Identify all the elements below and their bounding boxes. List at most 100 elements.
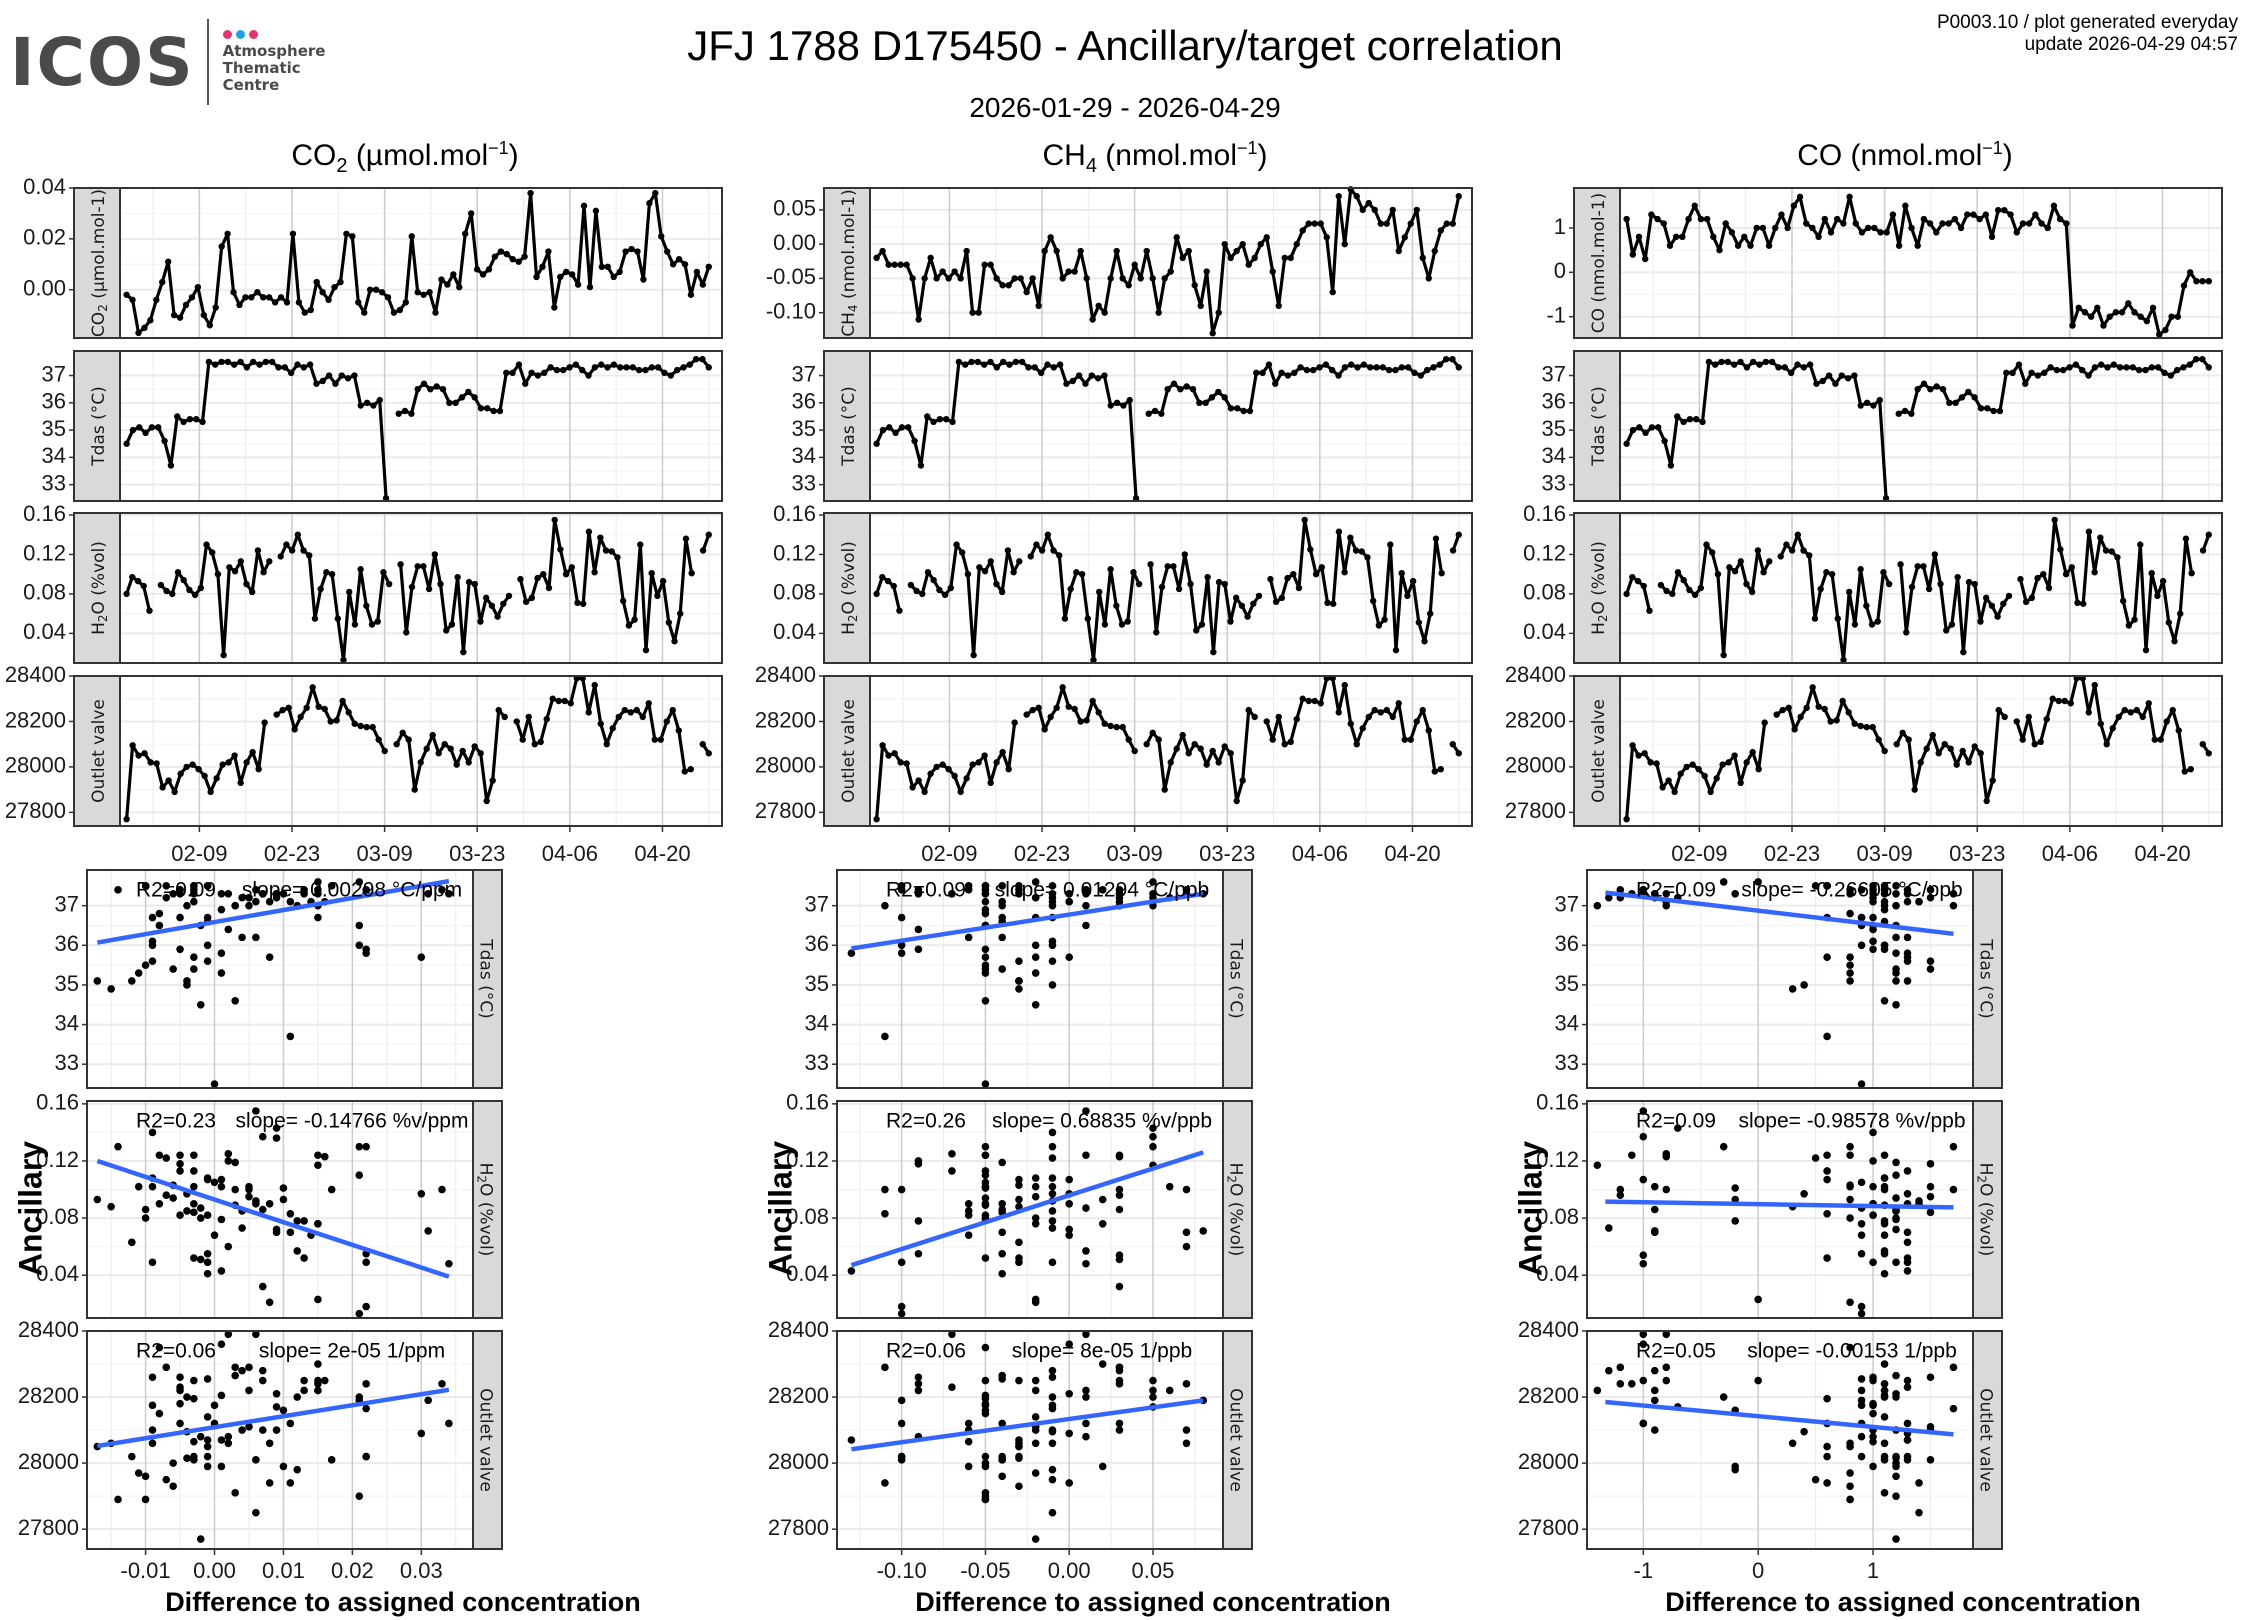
series-line <box>1149 552 1261 654</box>
series-line <box>1268 518 1444 652</box>
scatter-point <box>1115 886 1124 894</box>
facet-strip <box>1222 1100 1253 1319</box>
slope-annotation: slope= 0.00298 °C/ppm <box>242 879 462 902</box>
x-tick-label: -0.01 <box>121 1558 171 1583</box>
scatter-point <box>964 882 973 890</box>
scatter-point <box>148 1439 157 1448</box>
scatter-point <box>1065 953 1074 961</box>
panel-border <box>119 187 723 339</box>
scatter-point <box>155 1343 164 1352</box>
scatter-point <box>1880 1231 1889 1239</box>
scatter-point <box>897 886 906 894</box>
panel-border <box>1619 512 2223 664</box>
x-tick-label: 02-23 <box>1014 841 1070 866</box>
scatter-point <box>1031 893 1040 902</box>
x-tick-label: 0.00 <box>193 1558 236 1583</box>
scatter-point <box>148 913 157 922</box>
scatter-point <box>176 1211 184 1220</box>
scatter-point <box>1869 1211 1877 1220</box>
scatter-point <box>210 1401 219 1410</box>
scatter-point <box>998 1375 1006 1383</box>
scatter-point <box>217 1267 226 1275</box>
scatter-point <box>293 1217 302 1225</box>
scatter-point <box>224 925 233 934</box>
strip-label: Outlet valve <box>839 699 859 803</box>
scatter-point <box>93 1195 102 1204</box>
scatter-point <box>1031 1000 1040 1009</box>
panel-border <box>86 1330 474 1550</box>
scatter-point <box>1031 1376 1040 1385</box>
y-tick-label: 0.08 <box>1536 1204 1579 1229</box>
scatter-point <box>1903 1254 1912 1262</box>
scatter-point <box>258 889 267 898</box>
series-line <box>2201 743 2211 755</box>
scatter-point <box>258 1376 267 1385</box>
x-tick-label: 0.00 <box>1048 1558 1091 1583</box>
scatter-point <box>1662 1376 1671 1385</box>
x-tick-label: 0.03 <box>400 1558 443 1583</box>
scatter-point <box>998 933 1006 942</box>
scatter-point <box>148 1182 157 1191</box>
scatter-point <box>1892 889 1900 898</box>
scatter-point <box>1949 1142 1958 1151</box>
r2-annotation: R2=0.09 <box>886 879 966 902</box>
scatter-point <box>1082 1107 1090 1115</box>
scatter-point <box>190 1208 198 1217</box>
scatter-point <box>286 897 295 906</box>
scatter-point <box>162 1475 171 1484</box>
x-tick-label: 02-23 <box>1764 841 1820 866</box>
scatter-point <box>998 1472 1006 1481</box>
y-tick-label: 33 <box>805 1050 829 1075</box>
series-line <box>875 722 1017 820</box>
panel-background <box>120 513 722 663</box>
scatter-point <box>314 878 322 886</box>
scatter-point <box>1846 1482 1854 1491</box>
scatter-point <box>981 945 990 954</box>
facet-strip <box>73 512 121 664</box>
scatter-point <box>245 1386 253 1395</box>
scatter-point <box>1903 1267 1912 1275</box>
strip-label: CO (nmol.mol-1) <box>1589 193 1609 333</box>
scatter-point <box>155 909 164 918</box>
scatter-point <box>998 1205 1006 1214</box>
panel-background <box>1620 188 2222 338</box>
y-tick-label: 28400 <box>768 1317 829 1342</box>
series-line <box>875 187 1461 335</box>
scatter-point <box>1082 1432 1090 1441</box>
scatter-point <box>1082 1419 1090 1428</box>
y-tick-label: 28200 <box>755 707 816 732</box>
r2-annotation: R2=0.05 <box>1636 1340 1716 1363</box>
facet-strip <box>823 187 871 339</box>
y-tick-label: 34 <box>805 1010 829 1035</box>
scatter-point <box>245 1422 253 1431</box>
scatter-point <box>1949 1363 1958 1372</box>
scatter-point <box>217 905 226 914</box>
scatter-point <box>964 1199 973 1208</box>
series-line <box>395 708 506 803</box>
scatter-point <box>981 1452 990 1461</box>
scatter-point <box>1031 878 1040 886</box>
series-line <box>275 685 387 752</box>
scatter-point <box>1048 981 1057 989</box>
strip-label: H2O (%vol) <box>1225 1163 1246 1257</box>
scatter-point <box>321 1152 329 1161</box>
scatter-point <box>176 945 184 954</box>
scatter-point <box>981 1199 990 1208</box>
scatter-point <box>258 1366 267 1375</box>
scatter-point <box>1903 1189 1912 1198</box>
y-tick-label: 0.12 <box>1536 1147 1579 1172</box>
scatter-point <box>1903 1376 1912 1385</box>
scatter-point <box>1880 1247 1889 1255</box>
scatter-point <box>1949 1185 1958 1194</box>
y-tick-label: 0.08 <box>773 580 816 605</box>
scatter-point <box>148 1426 157 1434</box>
scatter-point <box>1639 1419 1648 1428</box>
scatter-point <box>1662 889 1671 898</box>
y-tick-label: -0.10 <box>766 298 816 323</box>
slope-annotation: slope= 8e-05 1/ppb <box>1012 1340 1192 1363</box>
y-tick-label: 36 <box>55 931 79 956</box>
scatter-point <box>1857 1386 1866 1395</box>
scatter-point <box>1926 1456 1935 1464</box>
slope-annotation: slope= -0.00153 1/ppb <box>1747 1340 1957 1363</box>
scatter-point <box>1903 1383 1912 1391</box>
